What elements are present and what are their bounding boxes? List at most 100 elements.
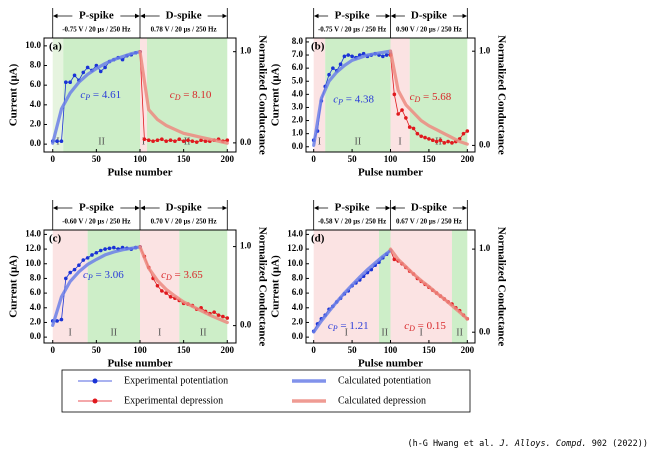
experimental-point: [407, 125, 412, 129]
experimental-point: [442, 141, 447, 145]
calculated-curve: [138, 245, 229, 325]
experimental-point: [450, 141, 454, 145]
y-tick-label: 12.0: [25, 243, 41, 253]
y-tick-label: 0.0: [292, 141, 304, 151]
calculated-curve: [388, 49, 469, 146]
header-label-bg: [72, 10, 121, 22]
header-condition: -0.75 V / 20 μs / 250 Hz: [62, 26, 130, 34]
y2-axis-label: Normalized Conductance: [495, 227, 507, 347]
experimental-point: [55, 139, 59, 143]
y-tick-label: 2.0: [292, 317, 304, 327]
annotation-value: = 3.06: [93, 268, 124, 280]
region: [52, 230, 88, 343]
annotation-symbol: c: [410, 90, 415, 102]
region: [179, 230, 228, 343]
experimental-point: [90, 253, 94, 257]
header-condition: -0.60 V / 20 μs / 250 Hz: [62, 218, 130, 226]
x-tick-label: 100: [133, 345, 147, 355]
experimental-point: [120, 57, 125, 62]
y-tick-label: 8.0: [292, 272, 304, 282]
experimental-point: [225, 316, 230, 320]
experimental-point: [142, 137, 147, 142]
panel-label: (b): [311, 41, 325, 53]
y2-tick-label: 1.0: [479, 243, 491, 253]
x-tick-label: 150: [177, 345, 191, 355]
region-label: I: [142, 136, 145, 147]
y-tick-label: 10.0: [25, 258, 41, 268]
region-label: I: [420, 327, 423, 338]
annotation-symbol: c: [328, 320, 333, 332]
experimental-point: [107, 246, 112, 251]
header-label-bg: [404, 202, 453, 214]
header-label: P-spike: [335, 202, 370, 214]
calculated-curve: [312, 49, 393, 147]
annotation-subscript: P: [332, 324, 338, 333]
experimental-point: [404, 116, 408, 120]
region: [140, 38, 147, 152]
annotation: cP = 1.21: [328, 320, 369, 333]
annotation: cP = 3.06: [83, 268, 124, 281]
annotation-symbol: c: [83, 268, 88, 280]
header-label-bg: [72, 202, 121, 214]
region: [313, 38, 326, 152]
region-label: II: [110, 327, 117, 338]
citation-journal: J. Alloys. Compd.: [499, 439, 587, 449]
calculated-curve: [388, 247, 469, 321]
annotation: cP = 4.38: [333, 93, 374, 106]
annotation-value: = 3.65: [172, 268, 203, 280]
x-tick-label: 0: [50, 345, 55, 355]
experimental-point: [461, 131, 466, 136]
region-label: II: [98, 136, 105, 147]
annotation-symbol: c: [404, 320, 409, 332]
x-tick-label: 200: [221, 345, 235, 355]
region-label: I: [158, 327, 161, 338]
y-tick-label: 7.0: [292, 49, 304, 59]
experimental-point: [392, 257, 397, 262]
y-tick-label: 0.0: [30, 331, 42, 341]
experimental-point: [331, 66, 335, 70]
region-label: II: [184, 136, 191, 147]
annotation: cP = 4.61: [80, 89, 121, 102]
legend-label: Calculated depression: [338, 395, 426, 406]
y2-tick-label: 0.0: [240, 137, 252, 147]
legend-swatch: [92, 378, 98, 384]
calculated-curve: [312, 248, 393, 334]
annotation-subscript: P: [87, 273, 93, 282]
x-tick-label: 0: [311, 154, 316, 164]
experimental-point: [59, 317, 64, 322]
legend-box: [61, 369, 471, 413]
experimental-point: [194, 140, 199, 144]
y-tick-label: 0.0: [292, 331, 304, 341]
experimental-point: [164, 291, 168, 295]
x-axis-label: Pulse number: [358, 358, 423, 370]
experimental-point: [177, 137, 182, 142]
region-label: II: [456, 327, 463, 338]
annotation-symbol: c: [80, 89, 85, 101]
y2-tick-label: 0.0: [240, 320, 252, 330]
x-tick-label: 100: [133, 154, 147, 164]
y-tick-label: 10.0: [25, 40, 41, 50]
experimental-point: [423, 135, 427, 140]
experimental-point: [168, 138, 173, 143]
experimental-point: [446, 139, 450, 144]
y2-axis-label: Normalized Conductance: [256, 35, 268, 155]
experimental-point: [438, 138, 443, 143]
region-label: I: [345, 327, 348, 338]
region-label: II: [355, 136, 362, 147]
panel-label: (d): [311, 233, 325, 245]
experimental-point: [55, 319, 59, 323]
experimental-point: [338, 62, 343, 67]
experimental-point: [342, 54, 347, 59]
header-label: D-spike: [166, 202, 202, 214]
citation-text: (h-G Hwang et al.: [407, 439, 499, 449]
experimental-point: [94, 250, 99, 255]
header-condition: -0.58 V / 20 μs / 250 Hz: [318, 218, 386, 226]
x-tick-label: 0: [50, 154, 55, 164]
y-tick-label: 12.0: [287, 243, 303, 253]
y2-tick-label: 0.0: [479, 139, 491, 149]
experimental-point: [199, 138, 203, 143]
citation: (h-G Hwang et al. J. Alloys. Compd. 902 …: [407, 439, 648, 449]
experimental-point: [68, 270, 72, 275]
x-axis-label: Pulse number: [107, 358, 172, 370]
